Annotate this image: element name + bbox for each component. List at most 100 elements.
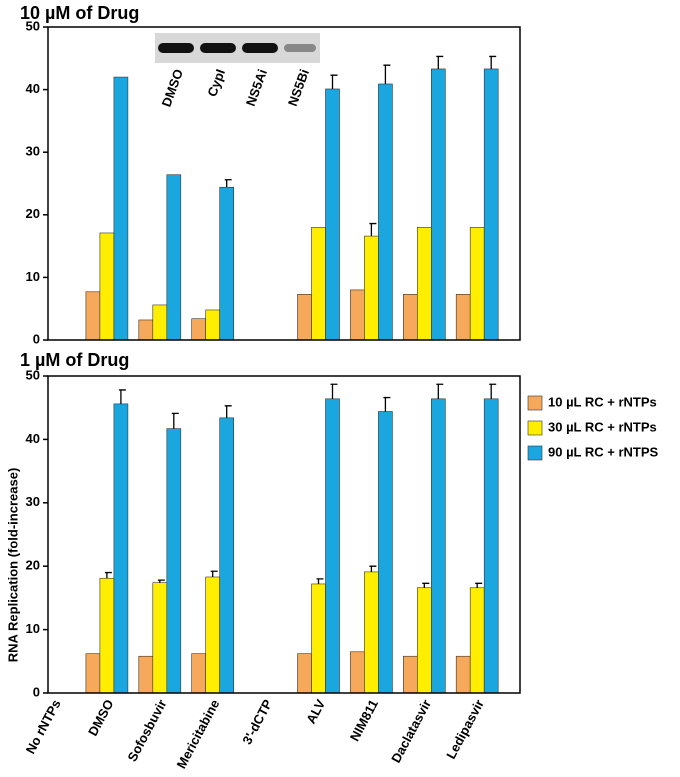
- error-bar: [475, 582, 483, 588]
- y-tick-label: 30: [26, 494, 40, 509]
- blot-label: NS5Ai: [243, 67, 270, 108]
- bar: [378, 83, 393, 341]
- bar: [166, 428, 182, 694]
- bar: [455, 294, 471, 341]
- x-tick-label: No rNTPs: [23, 697, 64, 756]
- error-bar: [224, 179, 232, 188]
- bar: [85, 653, 101, 694]
- bar: [191, 318, 206, 341]
- bar: [325, 398, 340, 694]
- bar: [350, 651, 365, 694]
- blot-label: NS5Bi: [285, 67, 312, 108]
- bar: [455, 655, 471, 694]
- y-tick-label: 40: [26, 81, 40, 96]
- bar: [378, 411, 393, 694]
- bar: [99, 232, 115, 341]
- x-tick-label: 3'-dCTP: [239, 697, 275, 747]
- x-tick-label: NIM811: [347, 697, 381, 744]
- error-bar: [489, 55, 497, 69]
- bar: [113, 76, 129, 341]
- error-bar: [422, 582, 430, 588]
- y-tick-label: 20: [26, 206, 40, 221]
- bar: [402, 294, 418, 341]
- bar: [219, 417, 234, 694]
- bar: [166, 174, 182, 341]
- legend-label: 90 µL RC + rNTPS: [548, 444, 659, 459]
- plot-frame: [47, 375, 521, 694]
- bar: [85, 291, 101, 341]
- error-bar: [210, 570, 218, 577]
- y-tick-label: 20: [26, 558, 40, 573]
- error-bar: [316, 578, 324, 584]
- legend-swatch: [527, 445, 543, 461]
- y-tick-label: 10: [26, 269, 40, 284]
- legend-label: 10 µL RC + rNTPs: [548, 394, 657, 409]
- bar: [138, 655, 154, 694]
- bar: [152, 582, 168, 694]
- y-tick-label: 50: [26, 18, 40, 33]
- bar: [311, 227, 326, 341]
- x-tick-label: ALV: [303, 697, 328, 726]
- bar: [430, 68, 446, 341]
- blot-label: DMSO: [159, 67, 186, 109]
- y-tick-label: 10: [26, 621, 40, 636]
- y-tick-label: 0: [33, 684, 40, 699]
- legend-swatch: [527, 395, 543, 411]
- bar: [219, 186, 234, 341]
- x-tick-label: Daclatasvir: [388, 697, 434, 765]
- x-tick-label: Sofosbuvir: [124, 697, 169, 764]
- error-bar: [383, 396, 391, 412]
- bar: [311, 583, 326, 694]
- bar: [191, 653, 206, 694]
- error-bar: [369, 222, 377, 237]
- bar: [469, 227, 485, 341]
- error-bar: [489, 383, 497, 399]
- error-bar: [104, 571, 112, 579]
- error-bar: [157, 579, 165, 583]
- y-tick-label: 50: [26, 367, 40, 382]
- x-tick-label: DMSO: [85, 697, 117, 738]
- bar: [99, 577, 115, 694]
- y-tick-label: 30: [26, 144, 40, 159]
- bar: [350, 289, 365, 341]
- plot-frame: [47, 26, 521, 341]
- bar: [483, 398, 499, 694]
- bar: [469, 587, 485, 694]
- panel-title: 10 µM of Drug: [20, 3, 139, 23]
- bar: [297, 653, 312, 694]
- legend-label: 30 µL RC + rNTPs: [548, 419, 657, 434]
- error-bar: [436, 383, 444, 399]
- bar: [205, 576, 220, 694]
- blot-label: CypI: [204, 67, 228, 99]
- bar: [483, 68, 499, 341]
- error-bar: [383, 64, 391, 84]
- bar: [138, 319, 154, 341]
- bar: [416, 587, 432, 694]
- error-bar: [330, 74, 338, 89]
- bar: [297, 294, 312, 341]
- error-bar: [369, 565, 377, 572]
- x-tick-label: Ledipasvir: [443, 697, 487, 761]
- error-bar: [436, 55, 444, 69]
- bar: [152, 304, 168, 341]
- y-axis-label: RNA Replication (fold-increase): [5, 468, 20, 663]
- error-bar: [224, 405, 232, 418]
- error-bar: [118, 389, 126, 404]
- blot-inset: [155, 33, 320, 63]
- bar: [402, 655, 418, 694]
- x-tick-label: Mericitabine: [174, 697, 223, 771]
- bar: [416, 227, 432, 341]
- bar: [364, 235, 379, 341]
- error-bar: [330, 383, 338, 399]
- blot-band: [200, 43, 236, 53]
- bar: [325, 88, 340, 341]
- blot-band: [158, 43, 194, 53]
- blot-band: [242, 43, 278, 53]
- blot-band: [284, 44, 316, 52]
- bar: [205, 309, 220, 341]
- legend-swatch: [527, 420, 543, 436]
- bar: [113, 403, 129, 694]
- bar: [430, 398, 446, 694]
- panel-title: 1 µM of Drug: [20, 350, 129, 370]
